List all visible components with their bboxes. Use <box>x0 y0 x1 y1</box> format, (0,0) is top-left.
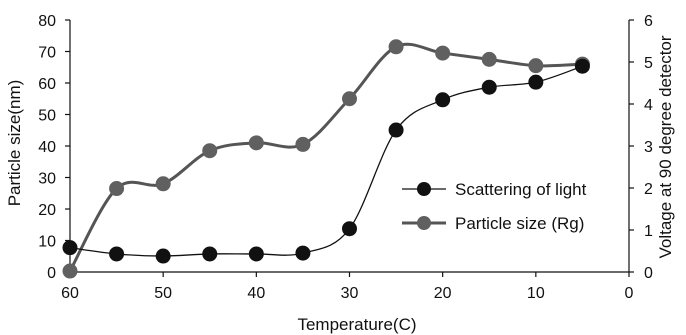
particle-size-point <box>109 181 125 197</box>
left-y-tick-label: 40 <box>38 139 56 156</box>
x-tick-label: 60 <box>61 285 79 302</box>
left-y-axis-title: Particle size(nm) <box>5 80 24 207</box>
left-y-tick-label: 70 <box>38 45 56 62</box>
particle-size-point <box>62 263 78 279</box>
x-tick-label: 50 <box>154 285 172 302</box>
scattering-point <box>342 221 357 237</box>
scattering-point <box>62 240 78 256</box>
scattering-point <box>295 245 311 261</box>
x-tick-label: 10 <box>527 285 545 302</box>
particle-size-point <box>295 136 311 152</box>
left-y-tick-label: 50 <box>38 108 56 125</box>
particle-size-point <box>202 143 218 159</box>
legend-particle-size-label: Particle size (Rg) <box>455 214 584 233</box>
legend-particle-size-marker <box>417 216 431 230</box>
particle-size-point <box>155 176 171 192</box>
particle-size-point <box>435 45 451 61</box>
x-tick-label: 30 <box>341 285 359 302</box>
x-axis-title: Temperature(C) <box>297 315 416 334</box>
left-y-tick-label: 80 <box>38 13 56 30</box>
scattering-point <box>481 79 497 95</box>
series-layer <box>62 39 590 279</box>
particle-size-point <box>342 91 357 107</box>
scattering-point <box>109 246 125 262</box>
scattering-point <box>202 246 218 262</box>
right-y-tick-label: 5 <box>644 55 653 72</box>
left-y-tick-label: 20 <box>38 202 56 219</box>
right-y-axis-title: Voltage at 90 degree detector <box>656 35 675 258</box>
left-y-tick-label: 60 <box>38 76 56 93</box>
x-tick-label: 40 <box>247 285 265 302</box>
scattering-point <box>574 58 590 74</box>
legend: Scattering of light Particle size (Rg) <box>402 180 587 233</box>
legend-scattering-marker <box>417 182 431 196</box>
left-y-tick-label: 30 <box>38 171 56 188</box>
particle-size-point <box>528 58 544 74</box>
legend-scattering-label: Scattering of light <box>455 180 587 199</box>
right-y-tick-label: 0 <box>644 265 653 282</box>
right-y-tick-label: 3 <box>644 139 653 156</box>
right-y-tick-label: 4 <box>644 97 653 114</box>
x-tick-label: 0 <box>625 285 634 302</box>
particle-size-point <box>481 51 497 67</box>
particle-size-point <box>388 39 404 55</box>
left-y-tick-label: 10 <box>38 234 56 251</box>
scattering-point <box>528 74 544 90</box>
left-y-tick-label: 0 <box>47 265 56 282</box>
particle-size-point <box>248 135 264 151</box>
right-y-tick-label: 6 <box>644 13 653 30</box>
x-ticks: 60 50 40 30 20 10 0 <box>61 272 634 302</box>
left-y-ticks: 0 10 20 30 40 50 60 70 80 <box>38 13 70 282</box>
scattering-point <box>388 122 404 138</box>
x-tick-label: 20 <box>434 285 452 302</box>
right-y-tick-label: 2 <box>644 181 653 198</box>
scattering-point <box>435 92 451 108</box>
scattering-point <box>248 246 264 262</box>
right-y-ticks: 0 1 2 3 4 5 6 <box>629 13 653 282</box>
particle-size-line <box>68 42 583 272</box>
right-y-tick-label: 1 <box>644 223 653 240</box>
scattering-point <box>155 248 171 264</box>
